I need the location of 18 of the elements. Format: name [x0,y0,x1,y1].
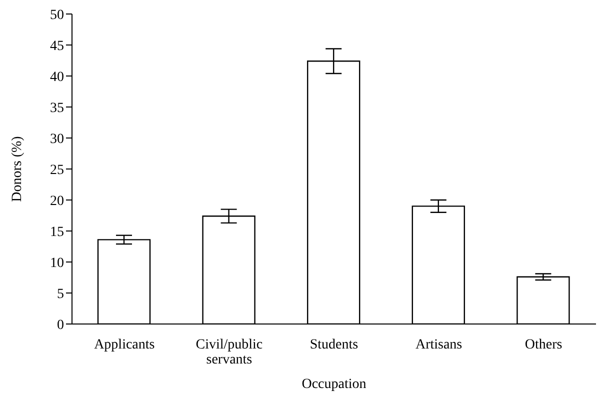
y-tick-label: 50 [50,8,64,23]
x-tick-label: Others [524,338,562,353]
x-tick-label: Civil/public servants [196,338,263,368]
y-tick-label: 10 [50,256,64,271]
y-tick-label: 0 [57,318,64,333]
y-axis-title: Donors (%) [10,136,25,202]
y-tick-label: 5 [57,286,64,302]
x-tick-label: Applicants [94,338,155,353]
y-tick-label: 40 [50,70,64,85]
x-tick-label: Artisans [415,338,462,353]
y-tick-label: 15 [50,224,64,240]
y-tick-label: 25 [50,162,64,178]
x-tick-label: Students [310,338,358,353]
y-tick-label: 45 [50,38,64,54]
y-tick-label: 30 [50,132,64,147]
y-tick-label: 35 [50,100,64,116]
y-tick-label: 20 [50,194,64,209]
x-axis-title: Occupation [302,377,366,392]
